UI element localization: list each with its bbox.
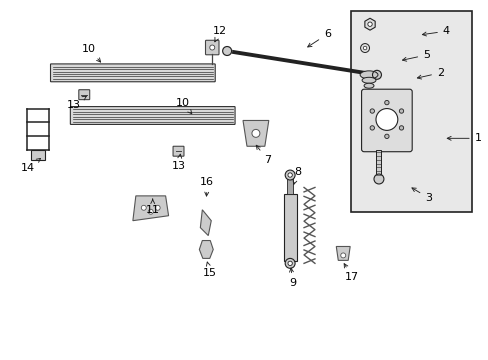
Circle shape	[384, 100, 388, 105]
Circle shape	[222, 46, 231, 55]
Circle shape	[375, 109, 397, 130]
Text: 9: 9	[288, 268, 296, 288]
Circle shape	[360, 44, 369, 53]
Circle shape	[373, 174, 383, 184]
Polygon shape	[200, 210, 211, 235]
Text: 13: 13	[66, 96, 86, 109]
FancyBboxPatch shape	[79, 90, 89, 100]
FancyBboxPatch shape	[350, 11, 471, 212]
Circle shape	[384, 134, 388, 139]
Polygon shape	[364, 18, 374, 30]
Text: 14: 14	[20, 158, 41, 173]
Text: 2: 2	[417, 68, 443, 79]
Text: 10: 10	[175, 98, 191, 114]
Circle shape	[285, 258, 294, 268]
Circle shape	[251, 129, 259, 137]
Circle shape	[287, 173, 292, 177]
Text: 10: 10	[82, 44, 101, 62]
FancyBboxPatch shape	[70, 107, 235, 125]
Text: 15: 15	[203, 262, 217, 278]
Circle shape	[369, 126, 374, 130]
Bar	[31, 150, 44, 160]
Circle shape	[399, 126, 403, 130]
Circle shape	[141, 205, 146, 210]
Circle shape	[367, 22, 371, 26]
Circle shape	[399, 109, 403, 113]
FancyBboxPatch shape	[361, 89, 411, 152]
Ellipse shape	[359, 71, 377, 79]
Circle shape	[372, 70, 381, 79]
Circle shape	[285, 170, 294, 180]
Text: 1: 1	[447, 133, 481, 143]
Text: 8: 8	[292, 167, 301, 184]
Text: 3: 3	[411, 188, 431, 203]
Bar	[283, 194, 296, 261]
Text: 17: 17	[344, 264, 359, 282]
Text: 11: 11	[145, 199, 160, 215]
Circle shape	[340, 253, 345, 258]
Text: 5: 5	[402, 50, 429, 61]
Text: 13: 13	[171, 154, 185, 171]
Text: 6: 6	[307, 29, 330, 47]
Polygon shape	[199, 240, 213, 258]
FancyBboxPatch shape	[50, 64, 215, 82]
Polygon shape	[133, 196, 168, 221]
Text: 12: 12	[213, 26, 227, 42]
Text: 16: 16	[200, 177, 214, 196]
FancyBboxPatch shape	[205, 40, 219, 55]
Circle shape	[148, 209, 153, 214]
Bar	[286, 176, 292, 194]
Bar	[376, 150, 381, 177]
Circle shape	[155, 205, 160, 210]
Circle shape	[363, 46, 366, 50]
Circle shape	[287, 261, 292, 266]
Ellipse shape	[361, 77, 375, 83]
Circle shape	[369, 109, 374, 113]
Ellipse shape	[364, 83, 373, 88]
Polygon shape	[243, 121, 268, 146]
FancyBboxPatch shape	[173, 146, 183, 156]
Text: 7: 7	[256, 145, 271, 165]
Text: 4: 4	[422, 26, 449, 36]
Polygon shape	[336, 247, 349, 260]
Circle shape	[209, 45, 214, 50]
